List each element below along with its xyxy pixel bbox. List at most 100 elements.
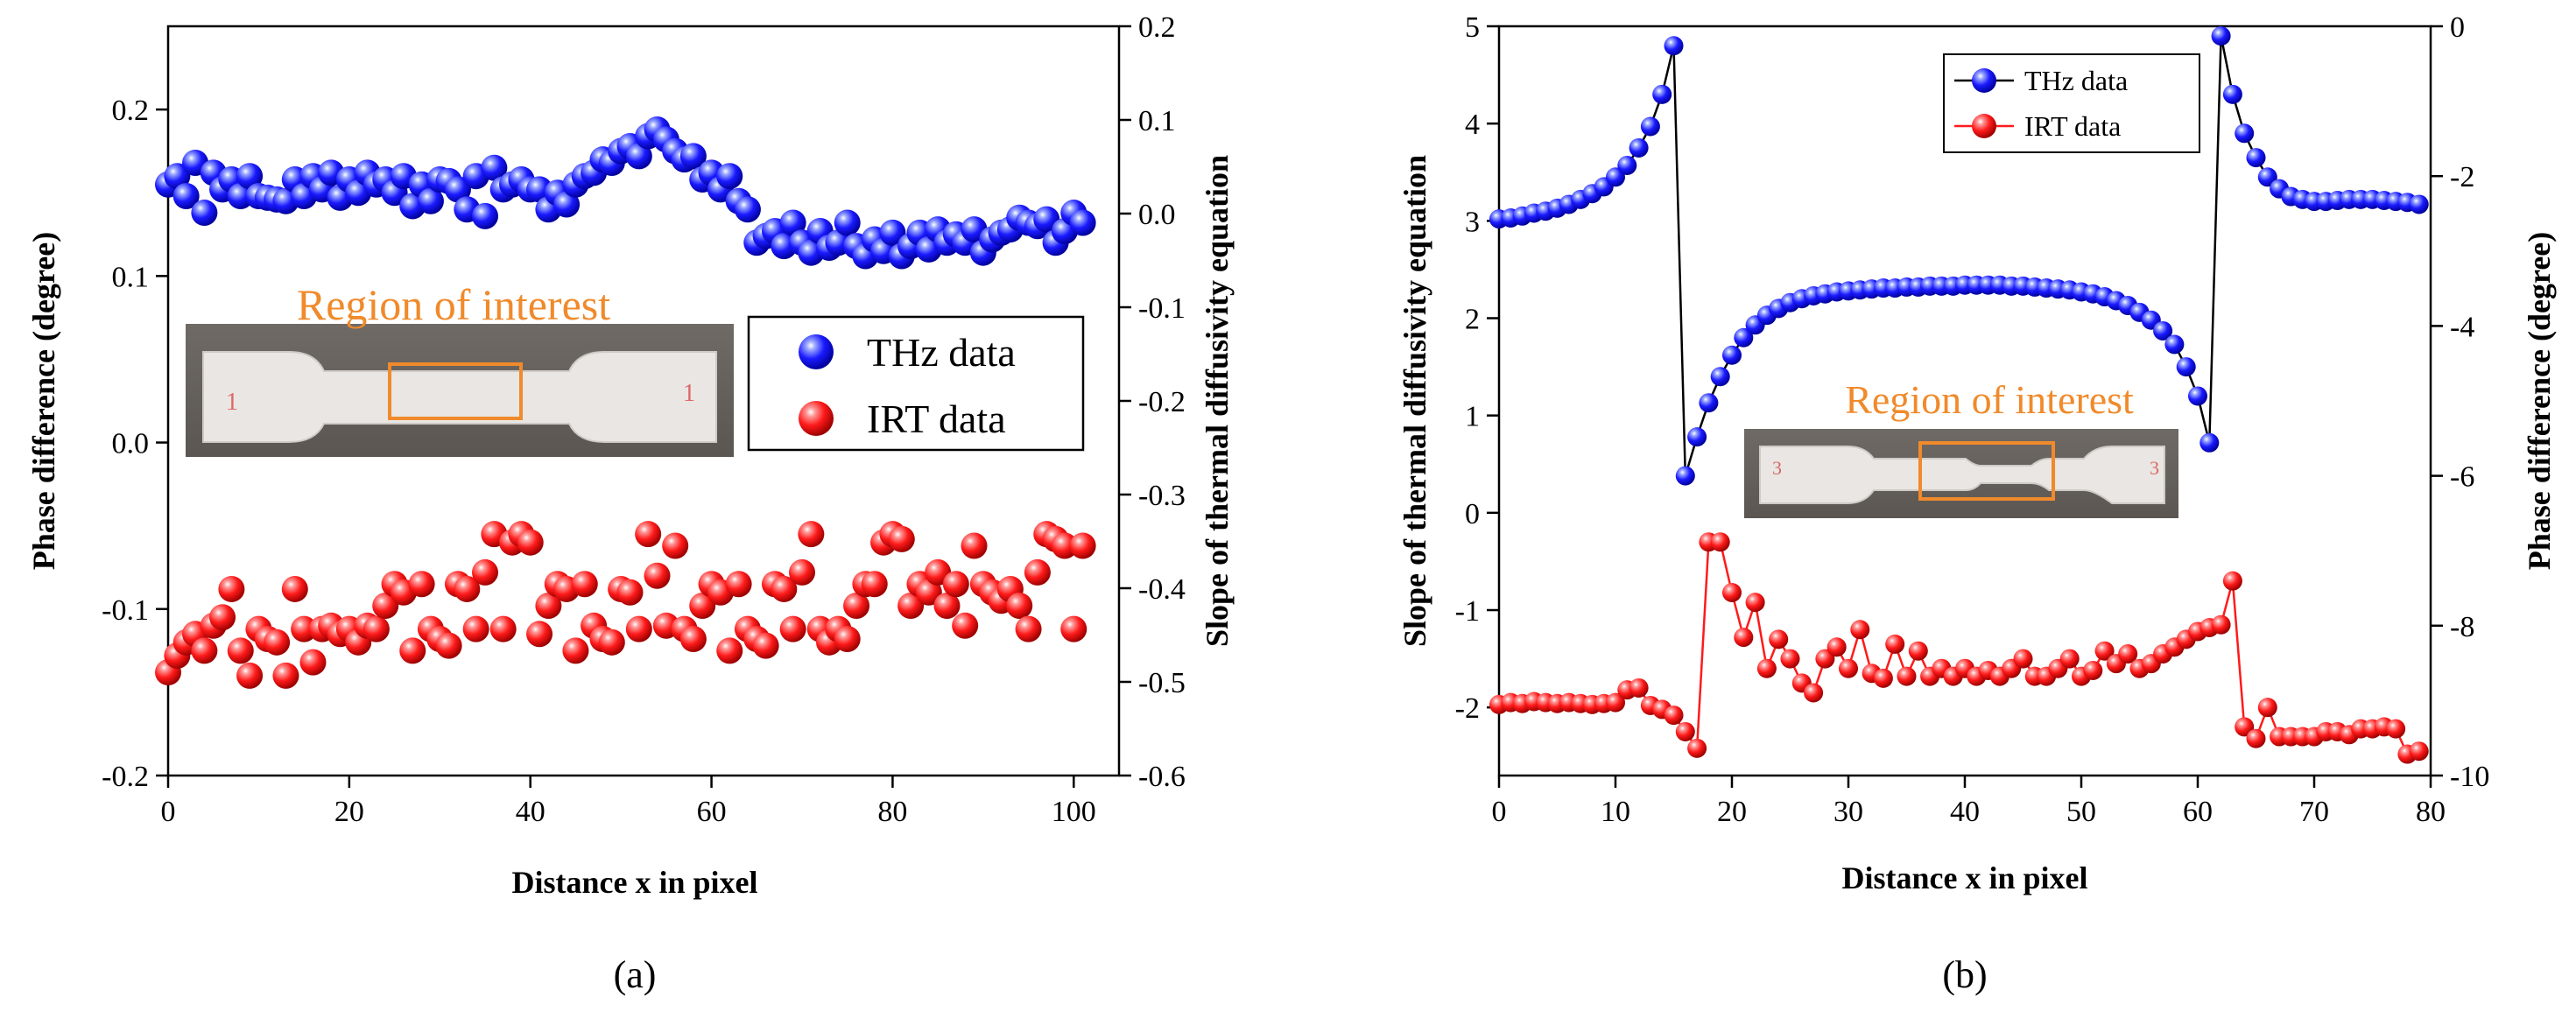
- x-tick-label: 0: [1492, 796, 1507, 828]
- data-point-irt-data: [961, 532, 988, 559]
- data-point-irt-data: [191, 637, 218, 664]
- data-point-irt-data: [1908, 641, 1928, 661]
- series-thz-a: [155, 116, 1096, 270]
- y-left-tick-label: 2: [1465, 304, 1480, 336]
- data-point-thz-data: [2153, 320, 2173, 341]
- legend-a: THz data IRT data: [747, 315, 1085, 452]
- x-tick-label: 100: [1052, 796, 1096, 828]
- legend-marker-thz-a: [799, 334, 834, 369]
- data-point-irt-data: [861, 571, 888, 598]
- data-point-thz-data: [172, 183, 200, 210]
- data-point-irt-data: [1687, 738, 1707, 758]
- data-point-irt-data: [2083, 660, 2103, 680]
- data-point-irt-data: [1051, 532, 1078, 559]
- data-point-irt-data: [897, 592, 925, 619]
- data-point-thz-data: [481, 154, 508, 181]
- data-point-irt-data: [662, 532, 689, 559]
- data-point-thz-data: [2199, 432, 2220, 453]
- y-right-tick-label: -6: [2450, 461, 2474, 494]
- region-of-interest-box-a: [388, 362, 523, 420]
- y-right-tick-label: -10: [2450, 761, 2489, 793]
- data-point-thz-data: [1606, 167, 1625, 187]
- x-tick-label: 80: [2416, 796, 2446, 828]
- y-right-tick-label: -0.6: [1138, 761, 1186, 793]
- data-point-thz-data: [679, 143, 707, 170]
- y-left-tick-label: 3: [1465, 206, 1480, 238]
- data-point-thz-data: [1617, 155, 1637, 175]
- data-point-irt-data: [2211, 614, 2231, 635]
- data-point-irt-data: [1804, 683, 1824, 703]
- data-point-thz-data: [1699, 393, 1719, 413]
- data-point-thz-data: [444, 176, 471, 203]
- data-point-irt-data: [1826, 637, 1847, 657]
- data-point-irt-data: [236, 662, 264, 689]
- legend-label-irt-a: IRT data: [867, 397, 1006, 441]
- data-point-irt-data: [2094, 641, 2115, 661]
- inset-photo-b: 3 3: [1744, 429, 2178, 518]
- data-point-irt-data: [1769, 629, 1789, 649]
- data-point-irt-data: [1734, 628, 1754, 648]
- data-point-irt-data: [952, 612, 979, 639]
- data-point-irt-data: [625, 615, 652, 642]
- legend-marker-irt-b: [1972, 114, 1996, 138]
- data-point-thz-data: [1675, 466, 1695, 486]
- x-axis-ticks-b: 0 10 20 30 40 50 60 70 80: [1492, 776, 2446, 828]
- data-point-thz-data: [1664, 36, 1684, 56]
- y-left-tick-label: 5: [1465, 11, 1480, 44]
- y-right-tick-label: -0.1: [1138, 292, 1186, 325]
- data-point-irt-data: [291, 615, 318, 642]
- data-point-thz-data: [2257, 167, 2277, 187]
- svg-text:3: 3: [2150, 457, 2159, 479]
- series-irt-a: [155, 521, 1096, 689]
- data-point-irt-data: [1873, 668, 1893, 688]
- data-point-irt-data: [209, 604, 236, 631]
- data-point-irt-data: [435, 632, 462, 659]
- data-point-irt-data: [1006, 592, 1033, 619]
- data-point-irt-data: [933, 592, 961, 619]
- data-point-irt-data: [218, 575, 245, 602]
- y-left-axis-title-a: Phase difference (degree): [26, 232, 61, 571]
- data-point-irt-data: [2409, 741, 2429, 762]
- data-point-irt-data: [399, 637, 426, 664]
- data-point-irt-data: [779, 615, 806, 642]
- data-point-irt-data: [798, 521, 825, 548]
- legend-b: THz data IRT data: [1943, 53, 2200, 153]
- data-point-irt-data: [644, 562, 671, 589]
- data-point-irt-data: [689, 592, 716, 619]
- data-point-thz-data: [2164, 334, 2185, 355]
- data-point-irt-data: [1885, 634, 1905, 654]
- data-point-irt-data: [454, 575, 481, 602]
- x-tick-label: 0: [161, 796, 176, 828]
- data-point-thz-data: [1652, 84, 1672, 104]
- inset-photo-a: 1 1: [186, 324, 734, 457]
- panel-label-b: (b): [1942, 953, 1987, 996]
- data-point-thz-data: [734, 196, 761, 223]
- x-tick-label: 30: [1833, 796, 1863, 828]
- legend-label-thz-a: THz data: [867, 330, 1016, 375]
- data-point-irt-data: [2013, 649, 2033, 669]
- legend-label-irt-b: IRT data: [2024, 110, 2121, 142]
- data-point-irt-data: [1664, 706, 1684, 726]
- legend-label-thz-b: THz data: [2024, 65, 2128, 96]
- y-left-tick-label: -0.1: [102, 594, 149, 627]
- data-point-thz-data: [191, 200, 218, 227]
- panel-a: 0 20 40 60 80 100 -0.2-0.10.00.10.2 -0.6-0.5-…: [26, 11, 1235, 996]
- legend-marker-irt-a: [799, 401, 834, 436]
- data-point-irt-data: [1756, 658, 1777, 678]
- data-point-irt-data: [942, 571, 969, 598]
- data-point-irt-data: [616, 579, 644, 606]
- x-axis-title-b: Distance x in pixel: [1841, 860, 2087, 895]
- data-point-irt-data: [489, 615, 517, 642]
- data-point-irt-data: [281, 575, 308, 602]
- data-point-irt-data: [2059, 649, 2080, 669]
- x-tick-label: 70: [2299, 796, 2329, 828]
- x-tick-label: 60: [2183, 796, 2213, 828]
- data-point-irt-data: [888, 525, 915, 552]
- data-point-thz-data: [164, 163, 191, 190]
- data-point-irt-data: [1710, 532, 1730, 552]
- data-point-thz-data: [779, 209, 806, 236]
- data-point-irt-data: [272, 662, 299, 689]
- data-point-irt-data: [679, 626, 707, 653]
- region-of-interest-box-b: [1918, 441, 2055, 501]
- data-point-thz-data: [1710, 367, 1730, 387]
